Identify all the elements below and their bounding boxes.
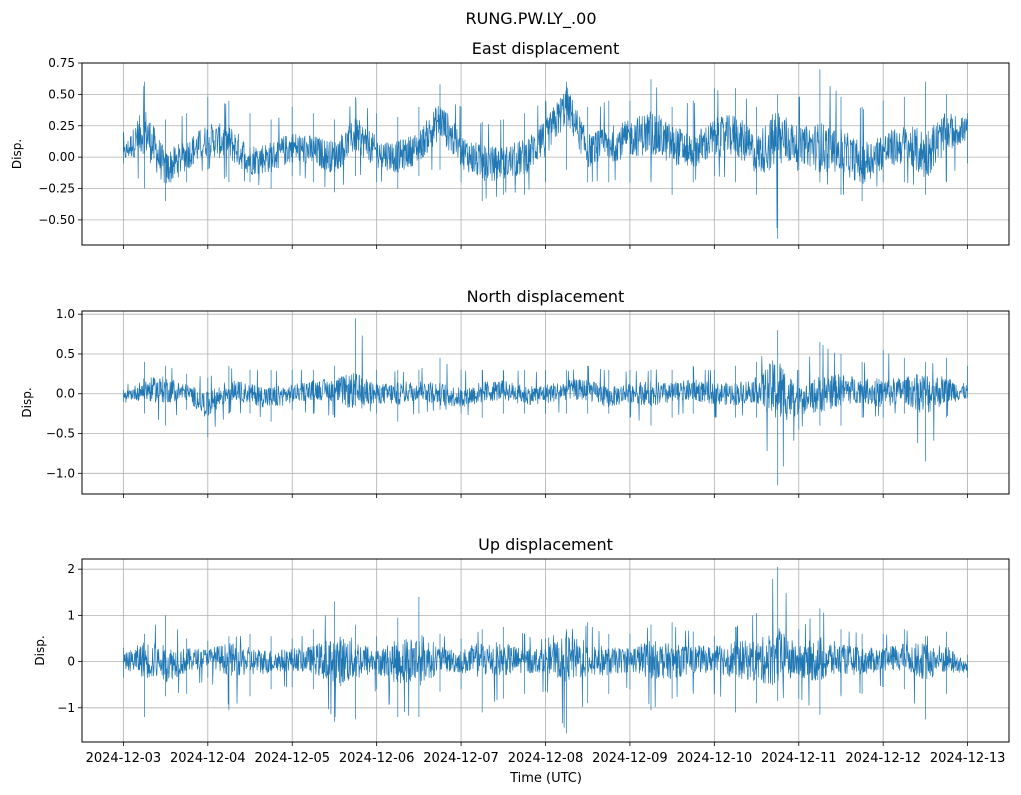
x-tick-label: 2024-12-04 [170, 751, 246, 766]
y-tick-label: 0.00 [48, 150, 75, 164]
y-tick-label: −0.5 [46, 427, 75, 441]
y-tick-label: −1.0 [46, 466, 75, 480]
up-displacement-panel: Up displacement Disp. 2024-12-03 2024-12-04… [33, 535, 1010, 766]
east-displacement-panel: East displacement Disp. 0.75 0.50 0.25 0.00 −0… [10, 39, 1010, 249]
axes-frame [81, 310, 1010, 495]
x-tick-label: 2024-12-10 [677, 751, 753, 766]
x-tick-label: 2024-12-08 [508, 751, 584, 766]
panel-title: East displacement [472, 39, 619, 58]
x-axis-label: Time (UTC) [509, 771, 582, 786]
y-tick-label: 0 [67, 655, 75, 669]
axes-frame [81, 558, 1010, 743]
y-tick-label: 0.75 [48, 56, 75, 70]
y-tick-label: 0.25 [48, 119, 75, 133]
displacement-extremes [123, 318, 968, 486]
y-tick-label: −1 [57, 701, 75, 715]
y-tick-label: 2 [67, 562, 75, 576]
x-tick-label: 2024-12-13 [930, 751, 1006, 766]
y-tick-label: −0.25 [38, 182, 75, 196]
x-tick-label: 2024-12-05 [254, 751, 330, 766]
y-axis-label: Disp. [20, 387, 34, 417]
panel-title: North displacement [467, 287, 625, 306]
axes-frame [81, 62, 1010, 246]
y-tick-label: 1 [67, 608, 75, 622]
y-axis-label: Disp. [10, 139, 24, 169]
y-tick-label: 1.0 [56, 307, 75, 321]
y-axis-label: Disp. [33, 635, 47, 665]
displacement-extremes [123, 69, 968, 239]
panel-title: Up displacement [478, 535, 613, 554]
x-tick-label: 2024-12-12 [845, 751, 921, 766]
x-tick-label: 2024-12-09 [592, 751, 668, 766]
y-tick-label: 0.50 [48, 87, 75, 101]
x-tick-label: 2024-12-06 [339, 751, 415, 766]
y-tick-label: 0.5 [56, 347, 75, 361]
x-tick-label: 2024-12-11 [761, 751, 837, 766]
x-tick-label: 2024-12-07 [423, 751, 499, 766]
x-tick-label: 2024-12-03 [86, 751, 162, 766]
y-tick-label: 0.0 [56, 387, 75, 401]
north-displacement-panel: North displacement Disp. 1.0 0.5 0.0 −0.5 −1.0 [20, 287, 1010, 498]
displacement-extremes [123, 566, 968, 734]
y-tick-label: −0.50 [38, 213, 75, 227]
figure-suptitle: RUNG.PW.LY_.00 [465, 9, 596, 29]
